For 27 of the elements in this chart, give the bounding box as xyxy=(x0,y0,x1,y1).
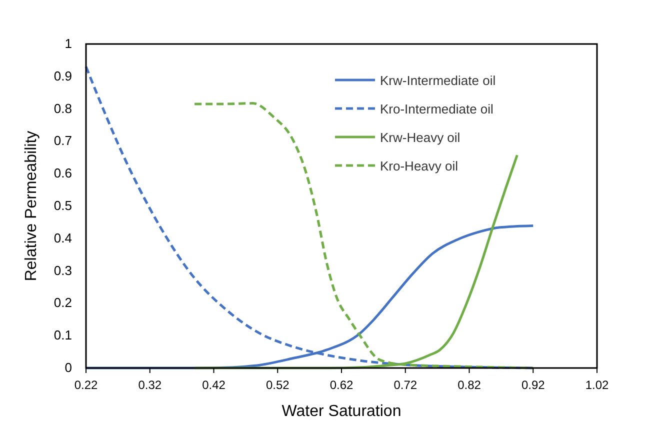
legend-label: Krw-Intermediate oil xyxy=(380,73,496,88)
legend-label: Kro-Intermediate oil xyxy=(380,102,494,116)
x-tick-label: 0.92 xyxy=(521,378,546,392)
y-tick-label: 1 xyxy=(64,36,72,51)
y-tick-label: 0.5 xyxy=(54,198,72,213)
legend-label: Krw-Heavy oil xyxy=(380,130,460,145)
line-series xyxy=(193,102,534,370)
x-axis-title: Water Saturation xyxy=(282,403,402,420)
y-tick-label: 0.8 xyxy=(54,100,72,116)
y-tick-label: 0.1 xyxy=(54,328,72,343)
x-tick-label: 1.02 xyxy=(585,378,609,392)
legend-label: Kro-Heavy oil xyxy=(380,158,458,174)
y-tick-label: 0.6 xyxy=(54,166,72,181)
y-tick-label: 0.2 xyxy=(54,295,72,310)
y-tick-label: 0.3 xyxy=(54,262,72,278)
x-tick-label: 0.52 xyxy=(266,378,290,392)
x-tick-label: 0.62 xyxy=(330,378,354,392)
x-tick-label: 0.32 xyxy=(138,378,162,392)
x-tick-label: 0.72 xyxy=(394,378,418,392)
x-tick-label: 0.22 xyxy=(74,378,98,392)
y-tick-label: 0.9 xyxy=(54,68,72,84)
y-tick-label: 0.7 xyxy=(54,133,72,148)
y-axis-title: Relative Permeability xyxy=(23,130,40,282)
x-tick-label: 0.82 xyxy=(458,378,482,392)
y-tick-label: 0.4 xyxy=(54,230,72,246)
x-tick-label: 0.42 xyxy=(202,378,226,392)
y-tick-label: 0 xyxy=(64,360,72,375)
